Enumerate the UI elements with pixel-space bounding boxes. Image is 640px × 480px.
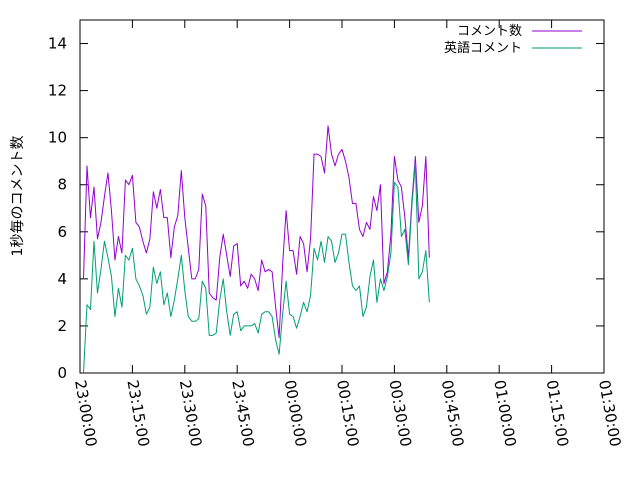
y-axis-title: 1秒毎のコメント数: [10, 136, 26, 257]
y-tick-label: 8: [57, 176, 67, 194]
x-tick-label: 00:45:00: [438, 379, 467, 448]
legend-label: コメント数: [457, 24, 522, 39]
x-tick-label: 01:15:00: [543, 379, 572, 448]
x-tick-label: 23:00:00: [71, 379, 100, 448]
y-tick-label: 4: [57, 270, 67, 288]
series-line: [82, 163, 430, 374]
y-axis: 0 2 4 6 8 10 12 14: [48, 35, 604, 382]
x-axis: 23:00:00 23:15:00 23:30:00 23:45:00 00:00:00…: [71, 20, 624, 448]
y-tick-label: 12: [48, 82, 67, 100]
legend-label: 英語コメント: [444, 40, 522, 56]
x-tick-label: 00:30:00: [385, 379, 414, 448]
x-tick-label: 23:30:00: [176, 379, 205, 448]
y-tick-label: 10: [48, 129, 67, 147]
x-tick-label: 23:45:00: [228, 379, 257, 448]
y-tick-label: 0: [57, 364, 67, 382]
x-tick-label: 01:00:00: [490, 379, 519, 448]
y-tick-label: 14: [48, 35, 67, 53]
series-line: [82, 125, 430, 339]
y-tick-label: 2: [57, 317, 67, 335]
y-tick-label: 6: [57, 223, 67, 241]
x-tick-label: 01:30:00: [595, 379, 624, 448]
x-tick-label: 23:15:00: [123, 379, 152, 448]
x-tick-label: 00:15:00: [333, 379, 362, 448]
x-tick-label: 00:00:00: [281, 379, 310, 448]
series-layer: [82, 125, 430, 374]
